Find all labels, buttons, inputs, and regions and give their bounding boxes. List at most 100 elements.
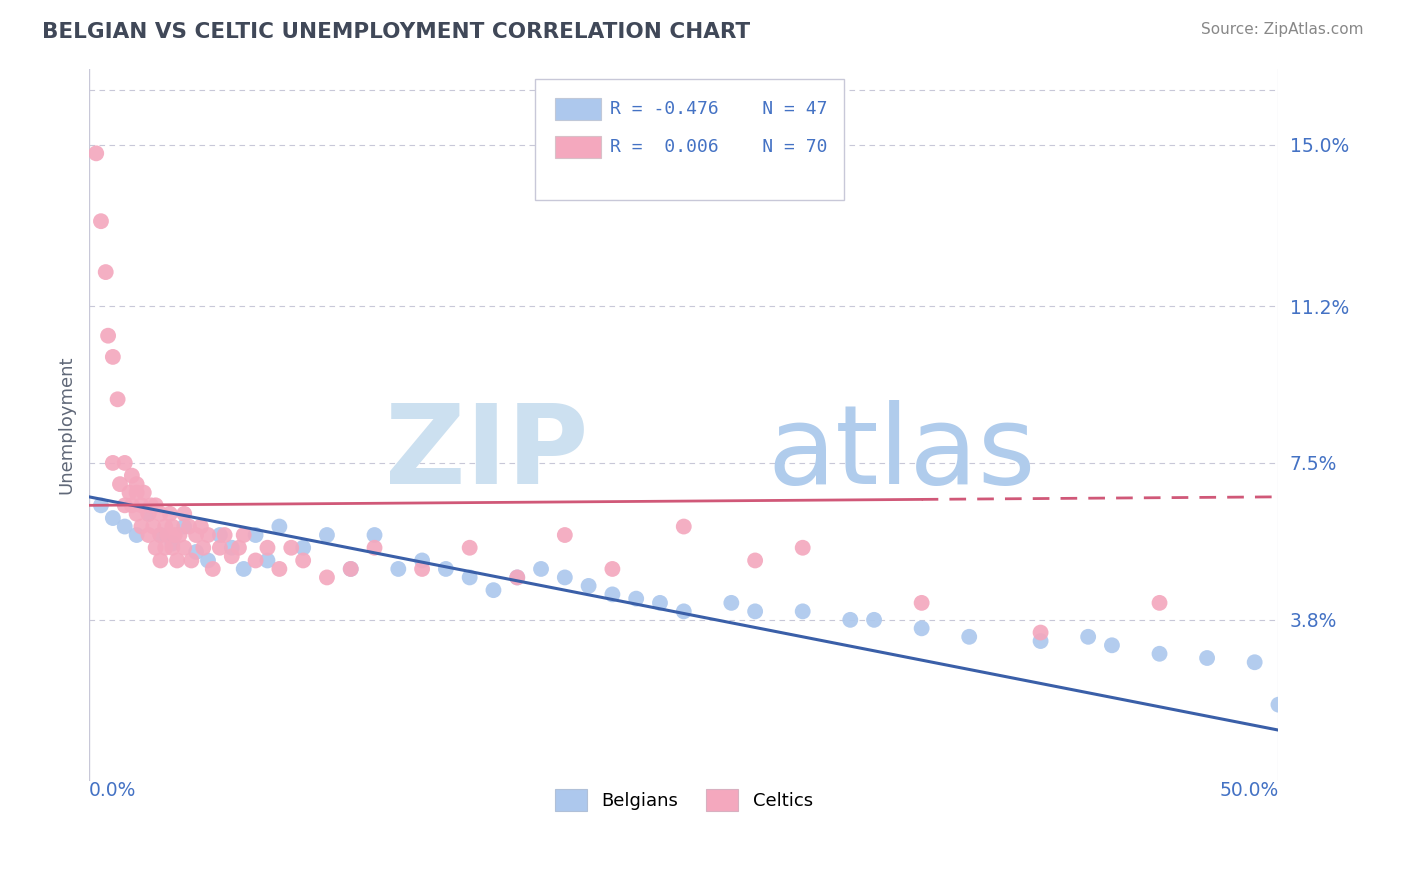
Point	[316, 528, 339, 542]
Point	[269, 519, 291, 533]
Point	[131, 519, 153, 533]
Point	[744, 604, 766, 618]
Point	[232, 528, 254, 542]
Point	[139, 499, 162, 513]
Point	[792, 541, 814, 555]
Point	[256, 541, 278, 555]
Point	[672, 604, 695, 618]
Point	[84, 146, 107, 161]
Point	[530, 562, 553, 576]
Point	[363, 528, 385, 542]
Point	[339, 562, 361, 576]
FancyBboxPatch shape	[555, 136, 600, 158]
Point	[190, 519, 212, 533]
Point	[162, 541, 184, 555]
Point	[173, 541, 195, 555]
Point	[411, 562, 433, 576]
Point	[221, 541, 243, 555]
Text: ZIP: ZIP	[385, 400, 589, 507]
Point	[482, 583, 505, 598]
Point	[173, 507, 195, 521]
Point	[153, 519, 176, 533]
Point	[363, 541, 385, 555]
Point	[911, 621, 934, 635]
Point	[138, 528, 160, 542]
Point	[125, 477, 148, 491]
Point	[166, 553, 188, 567]
Point	[1197, 651, 1219, 665]
Point	[1101, 638, 1123, 652]
Point	[180, 553, 202, 567]
Point	[434, 562, 457, 576]
Point	[411, 553, 433, 567]
Point	[101, 511, 124, 525]
Point	[90, 214, 112, 228]
Point	[121, 468, 143, 483]
Point	[1029, 634, 1052, 648]
Text: Source: ZipAtlas.com: Source: ZipAtlas.com	[1201, 22, 1364, 37]
Point	[114, 499, 136, 513]
Point	[101, 456, 124, 470]
Point	[957, 630, 980, 644]
Point	[162, 519, 184, 533]
Point	[153, 541, 176, 555]
Point	[624, 591, 647, 606]
Point	[107, 392, 129, 407]
Point	[108, 477, 131, 491]
Point	[1149, 647, 1171, 661]
Point	[149, 507, 172, 521]
Point	[720, 596, 742, 610]
Point	[269, 562, 291, 576]
Point	[316, 570, 339, 584]
Point	[97, 328, 120, 343]
Point	[159, 507, 181, 521]
Point	[149, 528, 172, 542]
Point	[90, 499, 112, 513]
Point	[458, 570, 481, 584]
Point	[506, 570, 529, 584]
Point	[578, 579, 600, 593]
Point	[201, 562, 224, 576]
Point	[863, 613, 886, 627]
Point	[232, 562, 254, 576]
Point	[145, 499, 167, 513]
Point	[114, 519, 136, 533]
Point	[138, 507, 160, 521]
Point	[131, 499, 153, 513]
Point	[197, 528, 219, 542]
Text: BELGIAN VS CELTIC UNEMPLOYMENT CORRELATION CHART: BELGIAN VS CELTIC UNEMPLOYMENT CORRELATI…	[42, 22, 751, 42]
Point	[163, 528, 186, 542]
Point	[114, 456, 136, 470]
Point	[256, 553, 278, 567]
Y-axis label: Unemployment: Unemployment	[58, 356, 75, 494]
Point	[292, 541, 315, 555]
Point	[839, 613, 862, 627]
Text: atlas: atlas	[768, 400, 1036, 507]
Point	[1243, 655, 1265, 669]
Point	[118, 485, 141, 500]
Point	[648, 596, 671, 610]
Point	[184, 545, 207, 559]
Text: R =  0.006    N = 70: R = 0.006 N = 70	[610, 138, 828, 156]
FancyBboxPatch shape	[536, 79, 845, 201]
Point	[208, 528, 231, 542]
Point	[911, 596, 934, 610]
Point	[554, 570, 576, 584]
Point	[292, 553, 315, 567]
Point	[792, 604, 814, 618]
Point	[744, 553, 766, 567]
Point	[173, 519, 195, 533]
Point	[197, 553, 219, 567]
Point	[458, 541, 481, 555]
Point	[602, 562, 624, 576]
Point	[1029, 625, 1052, 640]
FancyBboxPatch shape	[555, 98, 600, 120]
Point	[214, 528, 236, 542]
Text: 50.0%: 50.0%	[1219, 781, 1278, 800]
Point	[1267, 698, 1289, 712]
Point	[193, 541, 215, 555]
Point	[149, 553, 172, 567]
Point	[280, 541, 302, 555]
Point	[1149, 596, 1171, 610]
Point	[121, 499, 143, 513]
